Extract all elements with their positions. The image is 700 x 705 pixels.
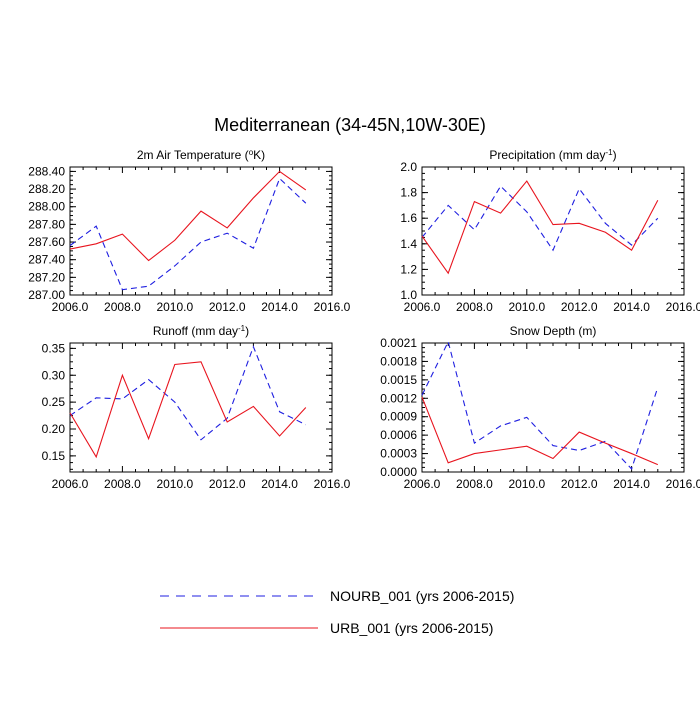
panels: 2m Air Temperature (oK) 2006.0 2008.0 2010.…	[28, 148, 700, 491]
legend-label-urb: URB_001 (yrs 2006-2015)	[330, 620, 493, 636]
panel-title-suffix: K)	[253, 148, 265, 162]
x-tick-label: 2008.0	[456, 300, 493, 314]
plot-frame	[421, 342, 685, 473]
x-tick-label: 2006.0	[52, 300, 89, 314]
series-line-urb	[69, 170, 307, 262]
x-tick-label: 2008.0	[104, 300, 141, 314]
y-tick-label: 287.60	[28, 235, 65, 249]
y-tick-label: 0.0006	[380, 428, 417, 442]
y-tick-label: 0.35	[42, 341, 66, 355]
x-tick-label: 2016.0	[666, 477, 700, 491]
panel-title-superscript: -1	[238, 324, 246, 333]
y-tick-label: 0.30	[42, 368, 66, 382]
panel-title-text: Precipitation (mm day	[489, 148, 605, 162]
x-tick-label: 2016.0	[314, 300, 351, 314]
x-tick-label: 2014.0	[261, 477, 298, 491]
panel-title-text: Snow Depth (m)	[510, 324, 597, 338]
panel-title-suffix: )	[613, 148, 617, 162]
y-tick-label: 287.80	[28, 217, 65, 231]
legend: NOURB_001 (yrs 2006-2015) URB_001 (yrs 2…	[160, 588, 514, 636]
y-tick-label: 0.0018	[380, 354, 417, 368]
x-tick-label: 2008.0	[104, 477, 141, 491]
series-line-nourb	[69, 345, 307, 441]
y-tick-label: 287.20	[28, 270, 65, 284]
panel-4: Snow Depth (m) 2006.0 2008.0 2010.0 2012.0 20…	[380, 324, 700, 491]
panel-title: Precipitation (mm day-1)	[489, 148, 616, 162]
series-line-urb	[421, 180, 659, 275]
y-tick-label: 288.00	[28, 200, 65, 214]
y-tick-label: 0.25	[42, 395, 66, 409]
panel-3: Runoff (mm day-1) 2006.0 2008.0 2010.0 2012.…	[42, 324, 351, 491]
x-tick-label: 2006.0	[52, 477, 89, 491]
series-line-nourb	[69, 177, 307, 291]
x-tick-label: 2012.0	[561, 477, 598, 491]
plot-frame	[69, 166, 333, 296]
series-line-nourb	[421, 340, 659, 470]
x-tick-label: 2010.0	[508, 477, 545, 491]
x-tick-label: 2006.0	[404, 477, 441, 491]
y-tick-label: 1.8	[400, 186, 417, 200]
x-tick-label: 2010.0	[156, 300, 193, 314]
y-tick-label: 0.0012	[380, 391, 417, 405]
y-tick-label: 0.0009	[380, 410, 417, 424]
y-tick-label: 1.0	[400, 288, 417, 302]
y-tick-label: 0.0021	[380, 336, 417, 350]
panel-title: Runoff (mm day-1)	[153, 324, 249, 338]
panel-title-suffix: )	[245, 324, 249, 338]
panel-title: 2m Air Temperature (oK)	[137, 148, 265, 162]
x-tick-label: 2016.0	[666, 300, 700, 314]
y-tick-label: 2.0	[400, 160, 417, 174]
x-tick-label: 2014.0	[613, 300, 650, 314]
y-tick-label: 0.0000	[380, 465, 417, 479]
series-line-nourb	[421, 185, 659, 252]
y-tick-label: 1.2	[400, 262, 417, 276]
x-tick-label: 2014.0	[613, 477, 650, 491]
panel-2: Precipitation (mm day-1) 2006.0 2008.0 2010…	[400, 148, 700, 314]
panel-title-superscript: -1	[605, 148, 613, 157]
panel-1: 2m Air Temperature (oK) 2006.0 2008.0 2010.…	[28, 148, 350, 314]
x-tick-label: 2008.0	[456, 477, 493, 491]
y-tick-label: 288.20	[28, 182, 65, 196]
figure-title: Mediterranean (34-45N,10W-30E)	[214, 115, 486, 135]
y-tick-label: 287.40	[28, 253, 65, 267]
y-tick-label: 0.0003	[380, 447, 417, 461]
panel-title: Snow Depth (m)	[510, 324, 597, 338]
series-line-urb	[421, 396, 659, 466]
series-line-urb	[69, 361, 307, 459]
y-tick-label: 288.40	[28, 164, 65, 178]
x-tick-label: 2012.0	[209, 477, 246, 491]
x-tick-label: 2016.0	[314, 477, 351, 491]
y-tick-label: 0.0015	[380, 373, 417, 387]
x-tick-label: 2012.0	[209, 300, 246, 314]
x-tick-label: 2010.0	[156, 477, 193, 491]
y-tick-label: 287.00	[28, 288, 65, 302]
x-tick-label: 2006.0	[404, 300, 441, 314]
y-tick-label: 0.15	[42, 449, 66, 463]
panel-title-superscript: o	[249, 148, 254, 157]
legend-label-nourb: NOURB_001 (yrs 2006-2015)	[330, 588, 514, 604]
panel-title-text: 2m Air Temperature (	[137, 148, 249, 162]
x-tick-label: 2010.0	[508, 300, 545, 314]
panel-title-text: Runoff (mm day	[153, 324, 238, 338]
y-tick-label: 1.4	[400, 237, 417, 251]
y-tick-label: 1.6	[400, 211, 417, 225]
x-tick-label: 2012.0	[561, 300, 598, 314]
x-tick-label: 2014.0	[261, 300, 298, 314]
y-tick-label: 0.20	[42, 422, 66, 436]
